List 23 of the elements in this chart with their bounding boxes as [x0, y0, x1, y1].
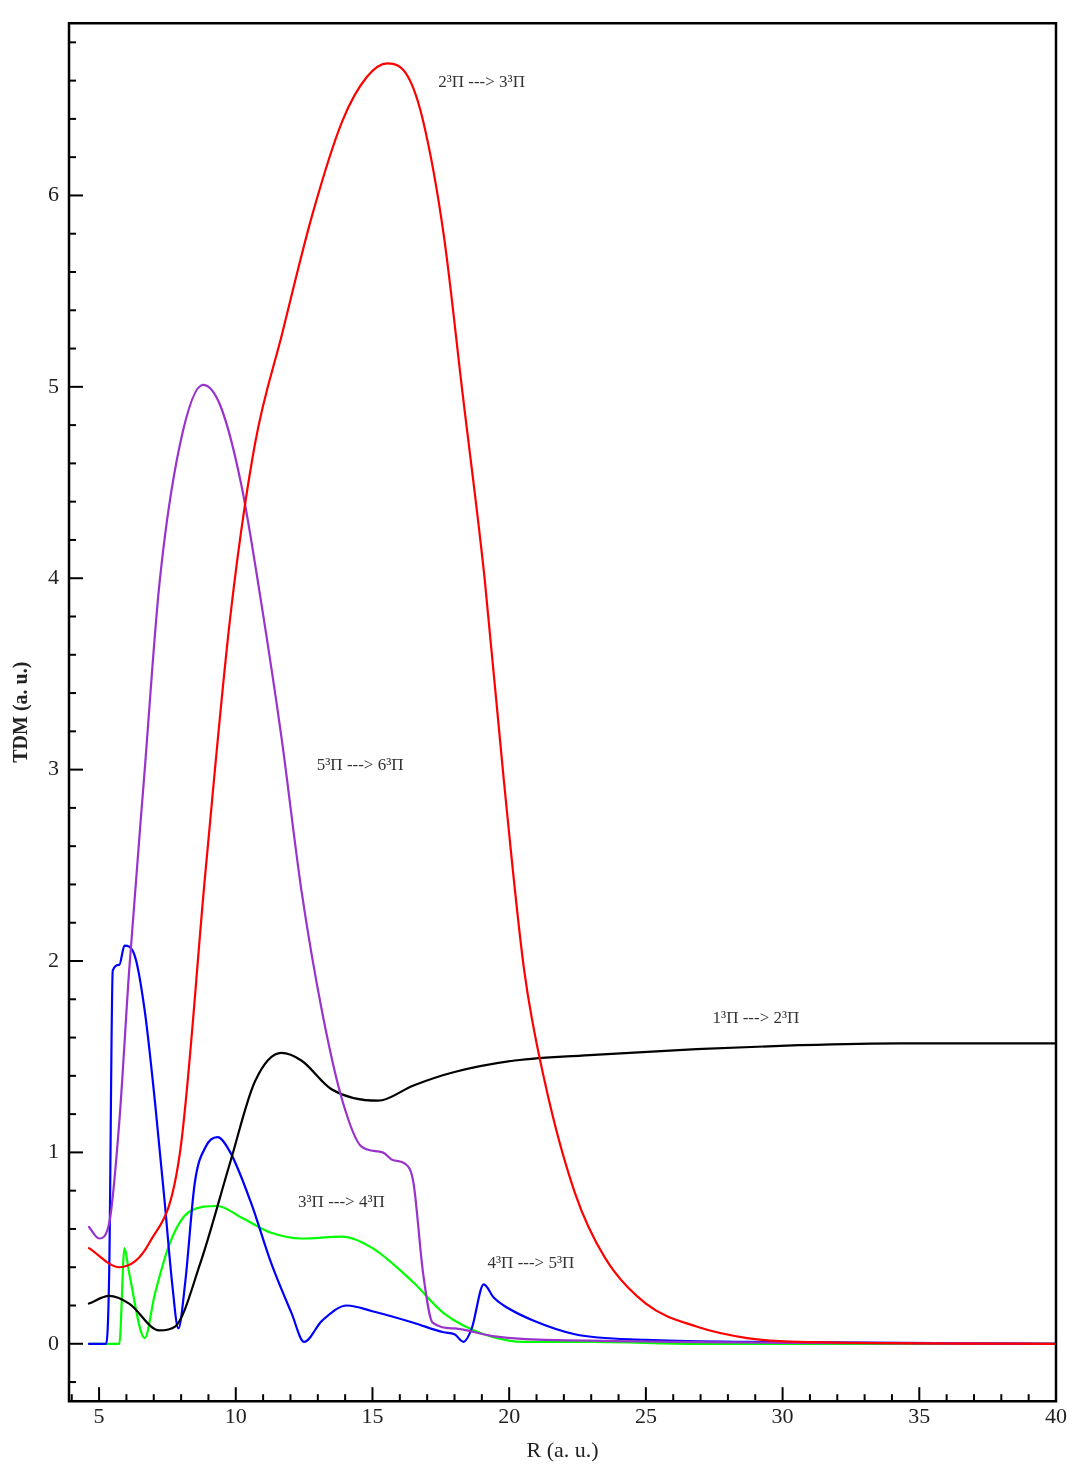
series-label: 5³Π ---> 6³Π [316, 755, 404, 775]
x-tick-label: 30 [771, 1403, 794, 1429]
series-label: 2³Π ---> 3³Π [438, 71, 525, 91]
y-tick-label: 4 [48, 564, 59, 590]
y-tick-label: 3 [48, 755, 59, 781]
x-tick-label: 5 [93, 1403, 105, 1429]
y-tick-label: 2 [48, 946, 59, 972]
x-axis-title: R (a. u.) [526, 1436, 599, 1462]
y-axis-title: TDM (a. u.) [9, 661, 33, 763]
x-tick-label: 20 [498, 1403, 521, 1429]
series-label: 1³Π ---> 2³Π [712, 1007, 800, 1027]
y-tick-label: 0 [48, 1329, 59, 1355]
line-series [87, 62, 1056, 1345]
series-label: 3³Π ---> 4³Π [298, 1192, 385, 1212]
x-tick-label: 40 [1045, 1403, 1067, 1429]
x-tick-label: 35 [908, 1403, 931, 1429]
y-tick-label: 6 [48, 181, 59, 207]
y-tick-label: 1 [48, 1138, 59, 1164]
series-label: 4³Π ---> 5³Π [487, 1252, 575, 1272]
x-tick-label: 15 [361, 1403, 384, 1429]
y-tick-label: 5 [48, 372, 59, 398]
x-tick-label: 25 [634, 1403, 657, 1429]
x-tick-label: 10 [224, 1403, 247, 1429]
